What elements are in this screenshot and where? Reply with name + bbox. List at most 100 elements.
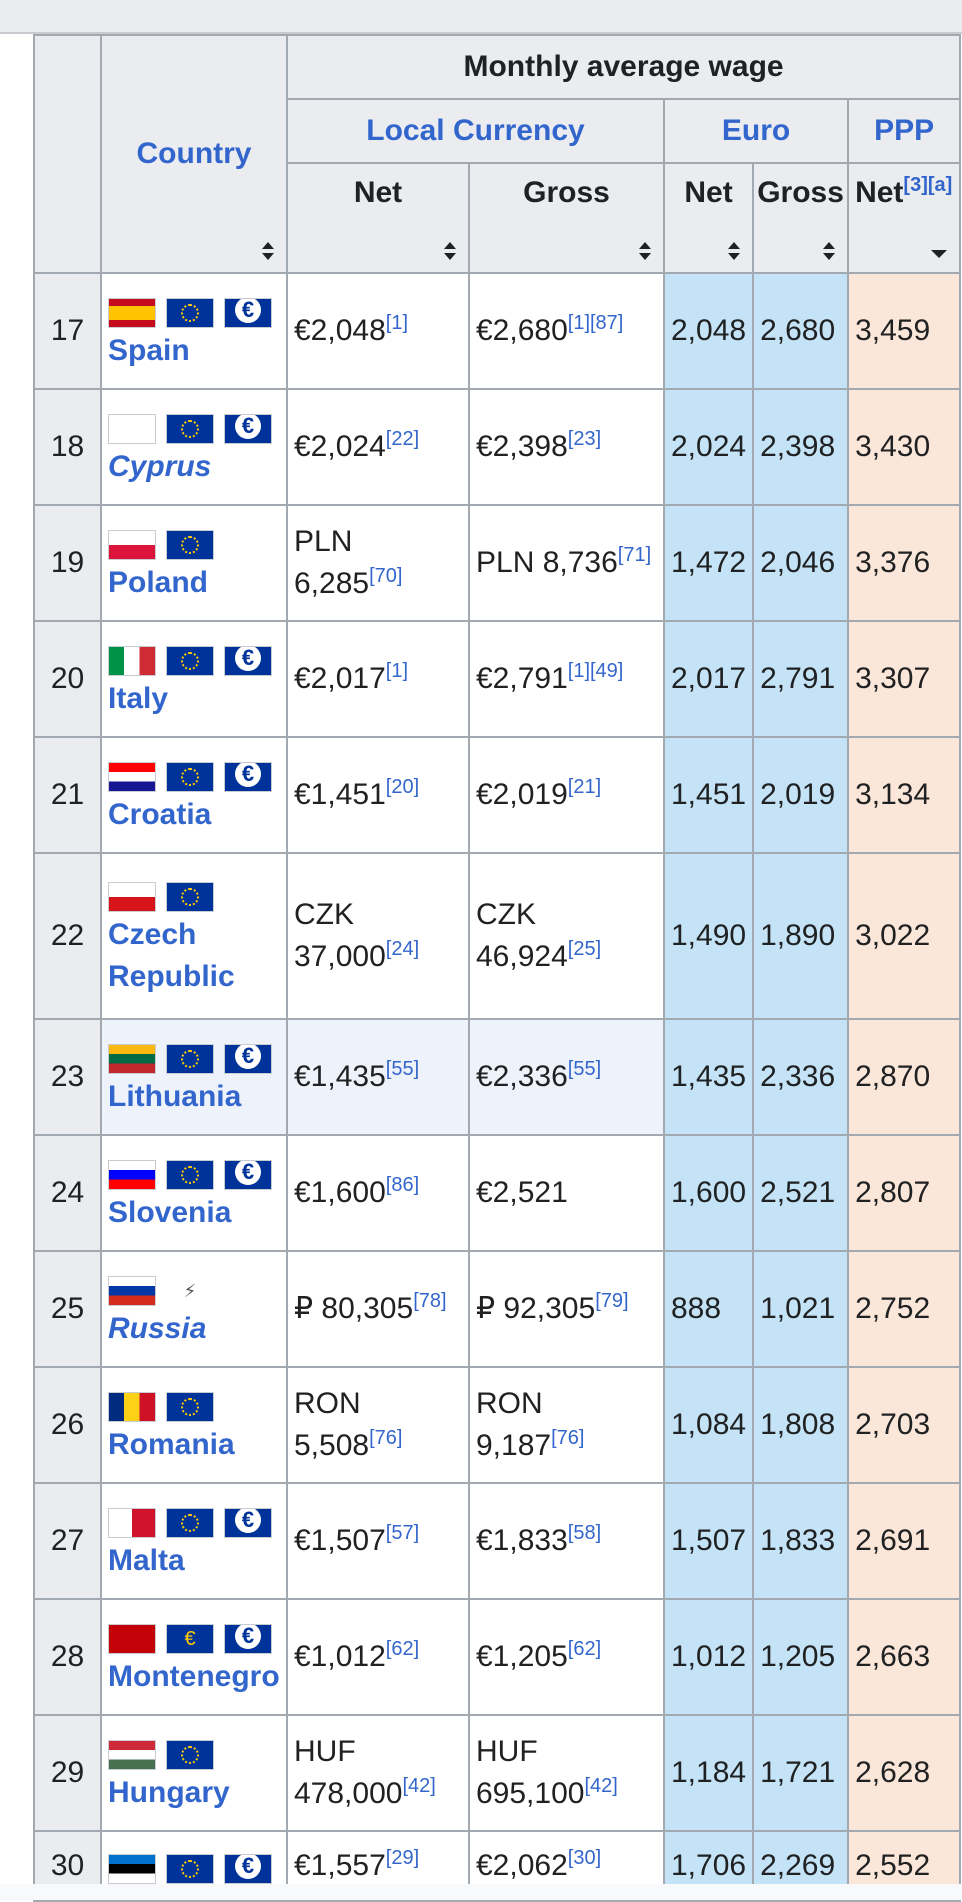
country-link[interactable]: Italy [108,682,169,715]
reference-link[interactable]: [58] [567,1522,602,1544]
reference-link[interactable]: [76] [551,1427,585,1449]
russia-flag-icon[interactable] [108,1276,156,1306]
country-header-label[interactable]: Country [136,137,252,170]
eu-flag-icon[interactable] [166,530,214,560]
eurozone-icon[interactable] [224,1160,272,1190]
reference-link[interactable]: [78] [413,1290,447,1312]
spain-flag-icon[interactable] [108,298,156,328]
reference-link[interactable]: [55] [385,1058,420,1080]
local-gross-cell: €2,019[21] [468,736,665,854]
eu-flag-icon[interactable] [166,298,214,328]
country-link[interactable]: Hungary [108,1776,230,1809]
eurozone-icon[interactable] [224,1854,272,1884]
country-link[interactable]: Montenegro [108,1660,280,1693]
eu-flag-icon[interactable] [166,1508,214,1538]
eaeu-icon[interactable]: ⚡ [166,1276,214,1306]
eurozone-icon[interactable] [224,762,272,792]
eu-flag-icon[interactable] [166,1160,214,1190]
eu-flag-icon[interactable] [166,1044,214,1074]
country-link[interactable]: Malta [108,1544,185,1577]
reference-link[interactable]: [42] [402,1775,436,1797]
country-link[interactable]: Russia [108,1312,207,1345]
country-link[interactable]: Poland [108,566,209,599]
romania-flag-icon[interactable] [108,1392,156,1422]
sort-icon[interactable] [262,242,274,260]
local-currency-link[interactable]: Local Currency [366,114,585,147]
country-link[interactable]: Croatia [108,798,212,831]
eurozone-icon[interactable] [224,414,272,444]
hungary-flag-icon[interactable] [108,1740,156,1770]
country-header[interactable]: Country [100,34,288,274]
country-link[interactable]: Czech Republic [108,918,235,993]
reference-link[interactable]: [29] [385,1847,420,1869]
eu-flag-icon[interactable] [166,762,214,792]
country-link[interactable]: Spain [108,334,190,367]
eurozone-icon[interactable] [224,298,272,328]
ppp-net-header[interactable]: Net[3][a] [847,162,962,274]
local-currency-header[interactable]: Local Currency [286,98,665,164]
reference-link[interactable]: [1][49] [567,660,624,682]
eu-flag-icon[interactable] [166,1392,214,1422]
reference-link[interactable]: [57] [385,1522,420,1544]
sort-icon[interactable] [639,242,651,260]
euro-net-header[interactable]: Net [662,162,755,274]
country-link[interactable]: Romania [108,1428,235,1461]
reference-link[interactable]: [79] [595,1290,629,1312]
reference-link[interactable]: [20] [385,776,420,798]
reference-link[interactable]: [1] [385,312,409,334]
reference-link[interactable]: [55] [567,1058,602,1080]
ppp-net-refs[interactable]: [3][a] [903,174,953,196]
reference-link[interactable]: [23] [567,428,602,450]
eu-flag-icon[interactable] [166,646,214,676]
eurozone-icon[interactable] [224,646,272,676]
estonia-flag-icon[interactable] [108,1854,156,1884]
eurozone-icon[interactable] [224,1624,272,1654]
reference-link[interactable]: [30] [567,1847,602,1869]
reference-link[interactable]: [76] [369,1427,403,1449]
sort-icon[interactable] [728,242,741,260]
local-net-header[interactable]: Net [286,162,470,274]
cyprus-flag-icon[interactable] [108,414,156,444]
euro-link[interactable]: Euro [721,114,791,147]
ppp-header[interactable]: PPP [847,98,962,164]
sort-icon[interactable] [444,242,456,260]
poland-flag-icon[interactable] [108,530,156,560]
euro-header[interactable]: Euro [662,98,850,164]
eu-flag-icon[interactable] [166,882,214,912]
local-gross-cell: PLN 8,736[71] [468,504,665,622]
slovenia-flag-icon[interactable] [108,1160,156,1190]
euro-gross-header[interactable]: Gross [752,162,850,274]
eu-flag-icon[interactable] [166,414,214,444]
eu-candidate-icon[interactable]: € [166,1624,214,1654]
reference-link[interactable]: [21] [567,776,602,798]
sort-desc-icon[interactable] [931,250,948,258]
malta-flag-icon[interactable] [108,1508,156,1538]
country-link[interactable]: Slovenia [108,1196,232,1229]
reference-link[interactable]: [62] [567,1638,602,1660]
montenegro-flag-icon[interactable] [108,1624,156,1654]
ppp-link[interactable]: PPP [874,114,935,147]
country-link[interactable]: Cyprus [108,450,212,483]
country-link[interactable]: Lithuania [108,1080,242,1113]
italy-flag-icon[interactable] [108,646,156,676]
reference-link[interactable]: [1] [385,660,409,682]
eu-flag-icon[interactable] [166,1854,214,1884]
sort-icon[interactable] [823,242,836,260]
local-gross-header[interactable]: Gross [468,162,665,274]
reference-link[interactable]: [1][87] [567,312,624,334]
lithuania-flag-icon[interactable] [108,1044,156,1074]
eurozone-icon[interactable] [224,1508,272,1538]
reference-link[interactable]: [25] [567,938,602,960]
reference-link[interactable]: [71] [617,544,652,566]
croatia-flag-icon[interactable] [108,762,156,792]
eurozone-icon[interactable] [224,1044,272,1074]
reference-link[interactable]: [70] [369,565,403,587]
eu-flag-icon[interactable] [166,1740,214,1770]
reference-link[interactable]: [86] [385,1174,420,1196]
reference-link[interactable]: [24] [385,938,420,960]
country-cell: Italy [100,620,288,738]
reference-link[interactable]: [62] [385,1638,420,1660]
czech-flag-icon[interactable] [108,882,156,912]
reference-link[interactable]: [42] [584,1775,618,1797]
reference-link[interactable]: [22] [385,428,420,450]
